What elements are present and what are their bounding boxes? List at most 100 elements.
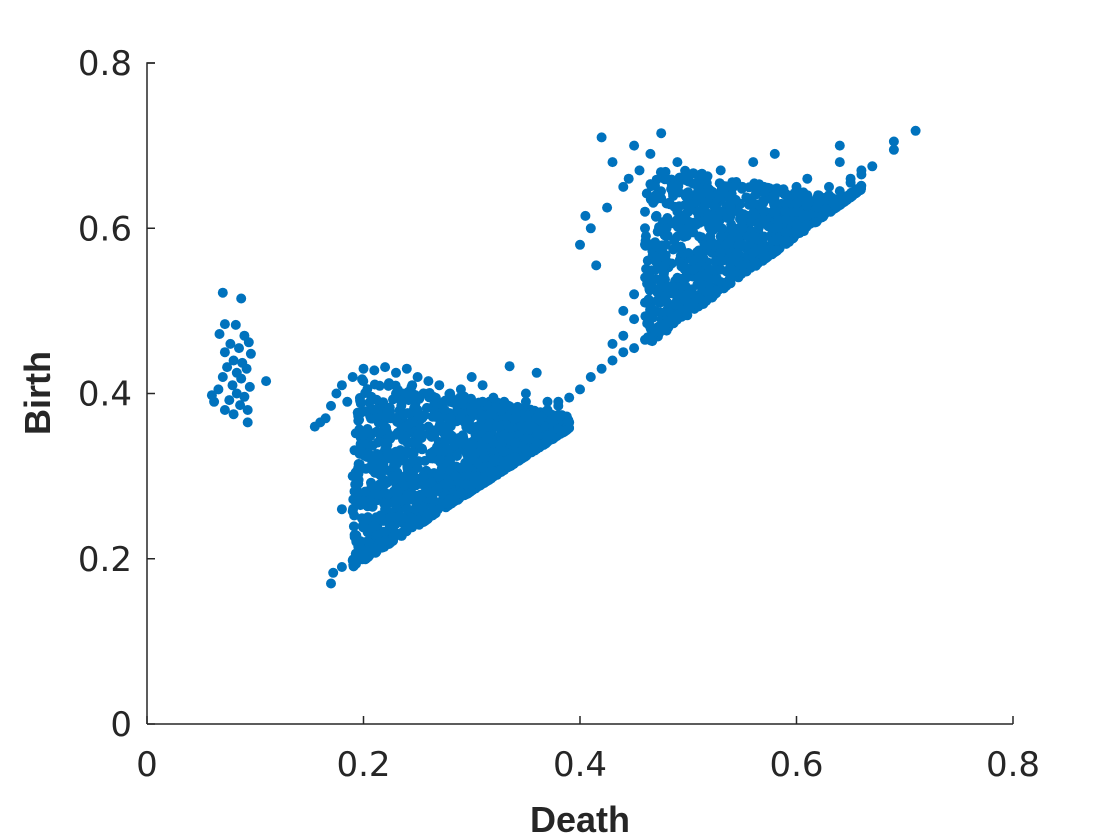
data-point xyxy=(531,438,542,449)
data-point xyxy=(244,381,255,392)
data-point xyxy=(694,293,705,304)
data-point xyxy=(780,227,791,238)
data-point xyxy=(353,410,364,421)
data-point xyxy=(412,515,423,526)
data-point xyxy=(640,223,650,234)
y-tick-label: 0.2 xyxy=(78,540,132,580)
data-point xyxy=(596,132,607,143)
data-point xyxy=(423,508,434,519)
data-point xyxy=(510,452,520,463)
data-point xyxy=(425,478,436,489)
data-point xyxy=(347,372,358,382)
data-point xyxy=(683,206,694,217)
data-point xyxy=(219,347,230,358)
data-point xyxy=(564,417,575,428)
data-point xyxy=(834,140,845,151)
x-tick-label: 0.2 xyxy=(336,745,390,785)
x-axis-title: Death xyxy=(530,799,630,840)
data-point xyxy=(428,495,439,506)
data-point xyxy=(759,215,769,225)
data-point xyxy=(217,372,228,382)
data-point xyxy=(231,388,242,399)
data-point xyxy=(455,462,466,473)
data-point xyxy=(391,367,401,378)
data-point xyxy=(219,405,230,415)
data-point xyxy=(751,184,762,195)
data-point xyxy=(641,188,652,199)
data-point xyxy=(667,182,678,192)
data-point xyxy=(239,391,250,402)
data-point xyxy=(704,264,715,275)
data-point xyxy=(488,405,499,415)
data-point xyxy=(347,555,358,566)
data-point xyxy=(439,479,450,490)
data-point xyxy=(488,466,499,477)
data-point xyxy=(398,434,408,445)
y-tick-label: 0.8 xyxy=(78,44,132,84)
data-point xyxy=(369,520,380,531)
data-point xyxy=(843,193,854,204)
data-point xyxy=(520,388,531,399)
data-point xyxy=(412,462,423,473)
data-point xyxy=(672,206,683,217)
data-point xyxy=(655,167,666,178)
data-point xyxy=(336,380,347,391)
data-point xyxy=(672,310,683,320)
data-point xyxy=(227,380,238,391)
data-point xyxy=(445,413,456,424)
data-point xyxy=(650,274,661,284)
data-point xyxy=(674,172,685,183)
data-point xyxy=(634,165,645,176)
data-point xyxy=(694,231,705,242)
data-point xyxy=(228,355,239,366)
data-point xyxy=(423,376,434,387)
data-point xyxy=(225,338,236,349)
data-point xyxy=(758,195,769,206)
data-point xyxy=(618,330,629,341)
data-point xyxy=(575,239,585,250)
data-point xyxy=(802,190,813,201)
data-point xyxy=(759,243,769,254)
data-point xyxy=(499,446,510,457)
data-point xyxy=(520,444,531,455)
data-point xyxy=(732,248,742,258)
data-point xyxy=(375,464,386,475)
data-point xyxy=(820,204,831,215)
data-point xyxy=(759,181,769,192)
data-point xyxy=(661,318,672,329)
data-point xyxy=(683,301,694,312)
data-point xyxy=(580,210,591,221)
data-point xyxy=(683,248,694,258)
data-point xyxy=(369,405,380,415)
data-point xyxy=(736,268,747,279)
data-point xyxy=(224,395,235,406)
data-point xyxy=(791,181,802,192)
data-point xyxy=(371,394,382,405)
data-point xyxy=(715,165,726,176)
data-point xyxy=(418,429,428,440)
data-point xyxy=(791,219,802,230)
data-point xyxy=(362,384,373,395)
x-tick-label: 0.6 xyxy=(769,745,823,785)
data-point xyxy=(355,439,366,449)
data-point xyxy=(399,480,410,491)
data-point xyxy=(791,206,802,217)
data-point xyxy=(607,157,618,168)
data-point xyxy=(382,477,393,488)
data-point xyxy=(342,396,353,407)
data-point xyxy=(423,487,434,498)
data-point xyxy=(721,239,732,250)
data-point xyxy=(336,504,347,515)
data-point xyxy=(407,479,418,490)
data-point xyxy=(531,367,542,378)
data-point xyxy=(705,231,716,242)
data-point xyxy=(423,421,434,432)
data-point xyxy=(745,262,756,273)
data-point xyxy=(450,471,461,482)
data-point xyxy=(694,248,705,258)
data-point xyxy=(355,536,366,547)
data-point xyxy=(488,438,499,449)
data-point xyxy=(477,462,488,473)
data-point xyxy=(499,459,510,470)
